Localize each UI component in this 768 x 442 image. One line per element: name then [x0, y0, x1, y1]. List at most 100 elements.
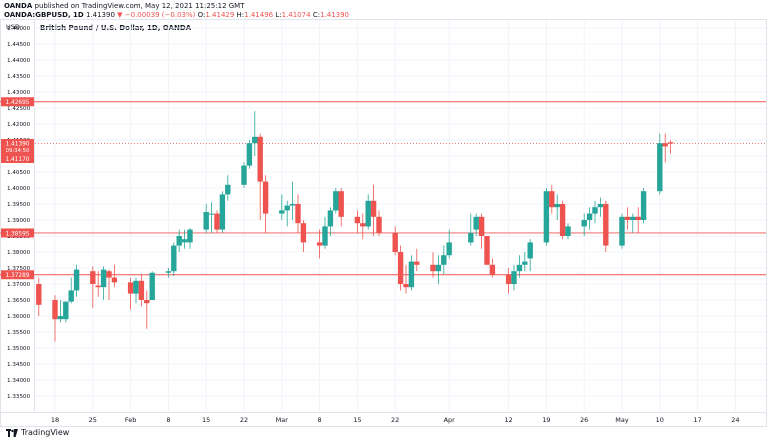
y-tick-label: 1.36500 — [7, 298, 31, 304]
y-tick-label: 1.42500 — [7, 106, 31, 112]
y-tick-label: 1.33500 — [7, 394, 31, 400]
candle-body — [111, 277, 118, 283]
x-tick-label: 22 — [240, 416, 248, 424]
candle-body — [370, 200, 377, 217]
y-tick-label: 1.39000 — [7, 218, 31, 224]
x-tick-label: 25 — [89, 416, 97, 424]
candle-body — [554, 204, 560, 208]
y-tick-label: 1.37000 — [7, 282, 31, 288]
candle-body — [176, 236, 182, 246]
x-tick-label: 18 — [51, 416, 59, 424]
footer: TradingView — [6, 428, 69, 437]
candle-body — [73, 269, 80, 291]
y-tick-label: 1.37500 — [7, 266, 31, 272]
candle-body — [624, 216, 631, 220]
open-value: 1.41429 — [205, 11, 235, 19]
candle-body — [527, 242, 533, 259]
candle-body — [214, 213, 220, 230]
level-badge-label: 1.42695 — [6, 100, 30, 106]
candle-body — [144, 300, 150, 304]
currency-label: USD — [6, 23, 20, 31]
candle-body — [225, 184, 231, 195]
candle-body — [392, 232, 398, 252]
publish-text: published on TradingView.com, May 12, 20… — [32, 2, 245, 10]
candle-body — [435, 264, 442, 272]
candle-body — [662, 143, 668, 147]
y-tick-label: 1.36000 — [7, 314, 31, 320]
candle-body — [565, 226, 571, 236]
candle-body — [640, 191, 647, 220]
y-tick-label: 1.38000 — [7, 250, 31, 256]
candle-body — [630, 216, 636, 220]
candle-body — [246, 143, 253, 166]
x-tick-label: 8 — [166, 416, 170, 424]
last-price-badge — [1, 139, 34, 155]
y-tick-label: 1.45000 — [7, 26, 31, 32]
low-marker-badge — [1, 154, 34, 164]
level-badge — [1, 228, 34, 238]
y-tick-label: 1.44500 — [7, 42, 31, 48]
y-tick-label: 1.35000 — [7, 346, 31, 352]
y-tick-label: 1.42000 — [7, 122, 31, 128]
candle-body — [149, 272, 155, 300]
candle-body — [241, 165, 247, 185]
candle-body — [208, 213, 215, 215]
y-tick-label: 1.43000 — [7, 90, 31, 96]
y-tick-label: 1.35500 — [7, 330, 31, 336]
candle-body — [63, 301, 69, 320]
candle-body — [95, 285, 101, 288]
x-tick-label: 17 — [693, 416, 701, 424]
candle-body — [360, 223, 366, 227]
level-badge-label: 1.38595 — [6, 231, 30, 237]
high-value: 1.41496 — [244, 11, 274, 19]
candle-body — [57, 316, 64, 320]
candle-body — [36, 284, 42, 305]
x-tick-label: May — [615, 416, 629, 424]
open-label: O: — [197, 11, 206, 19]
candle-body — [365, 200, 371, 227]
candle-body — [289, 204, 296, 206]
x-tick-label: 8 — [318, 416, 322, 424]
candle-body — [257, 136, 263, 182]
candle-body — [284, 205, 290, 211]
candle-body — [505, 274, 512, 284]
close-label: C: — [312, 11, 321, 19]
x-tick-label: Apr — [444, 416, 456, 424]
candle-body — [338, 191, 344, 217]
x-tick-label: 24 — [731, 416, 739, 424]
chart-frame — [0, 19, 767, 427]
horizontal-levels — [0, 101, 766, 276]
candle-body — [516, 264, 523, 272]
candle-body — [489, 264, 496, 275]
last-price-text: 1.41390 — [85, 11, 115, 19]
low-marker-badge-label: 1.41170 — [6, 157, 30, 163]
high-label: H: — [236, 11, 245, 19]
candle-body — [414, 261, 420, 265]
candle-body — [635, 216, 641, 220]
candle-body — [441, 255, 447, 265]
candle-body — [262, 181, 269, 214]
candle-body — [181, 239, 188, 243]
candle-body — [430, 264, 436, 272]
candle-body — [300, 223, 307, 243]
x-tick-label: 12 — [504, 416, 512, 424]
candle-body — [127, 282, 134, 294]
candle-body — [473, 216, 479, 230]
symbol-label: OANDA:GBPUSD, 1D — [4, 11, 84, 19]
candle-body — [354, 216, 361, 224]
y-tick-label: 1.34000 — [7, 378, 31, 384]
close-value: 1.41390 — [320, 11, 350, 19]
candle-body — [52, 300, 58, 320]
tradingview-logo-icon — [6, 428, 18, 437]
candle-body — [252, 136, 258, 144]
level-badge — [1, 97, 34, 107]
x-tick-label: 22 — [391, 416, 399, 424]
candles — [36, 111, 674, 342]
candle-body — [549, 191, 555, 208]
broker-name: OANDA — [4, 2, 33, 10]
y-tick-label: 1.43500 — [7, 74, 31, 80]
candle-body — [316, 242, 323, 246]
candle-body — [171, 245, 177, 272]
